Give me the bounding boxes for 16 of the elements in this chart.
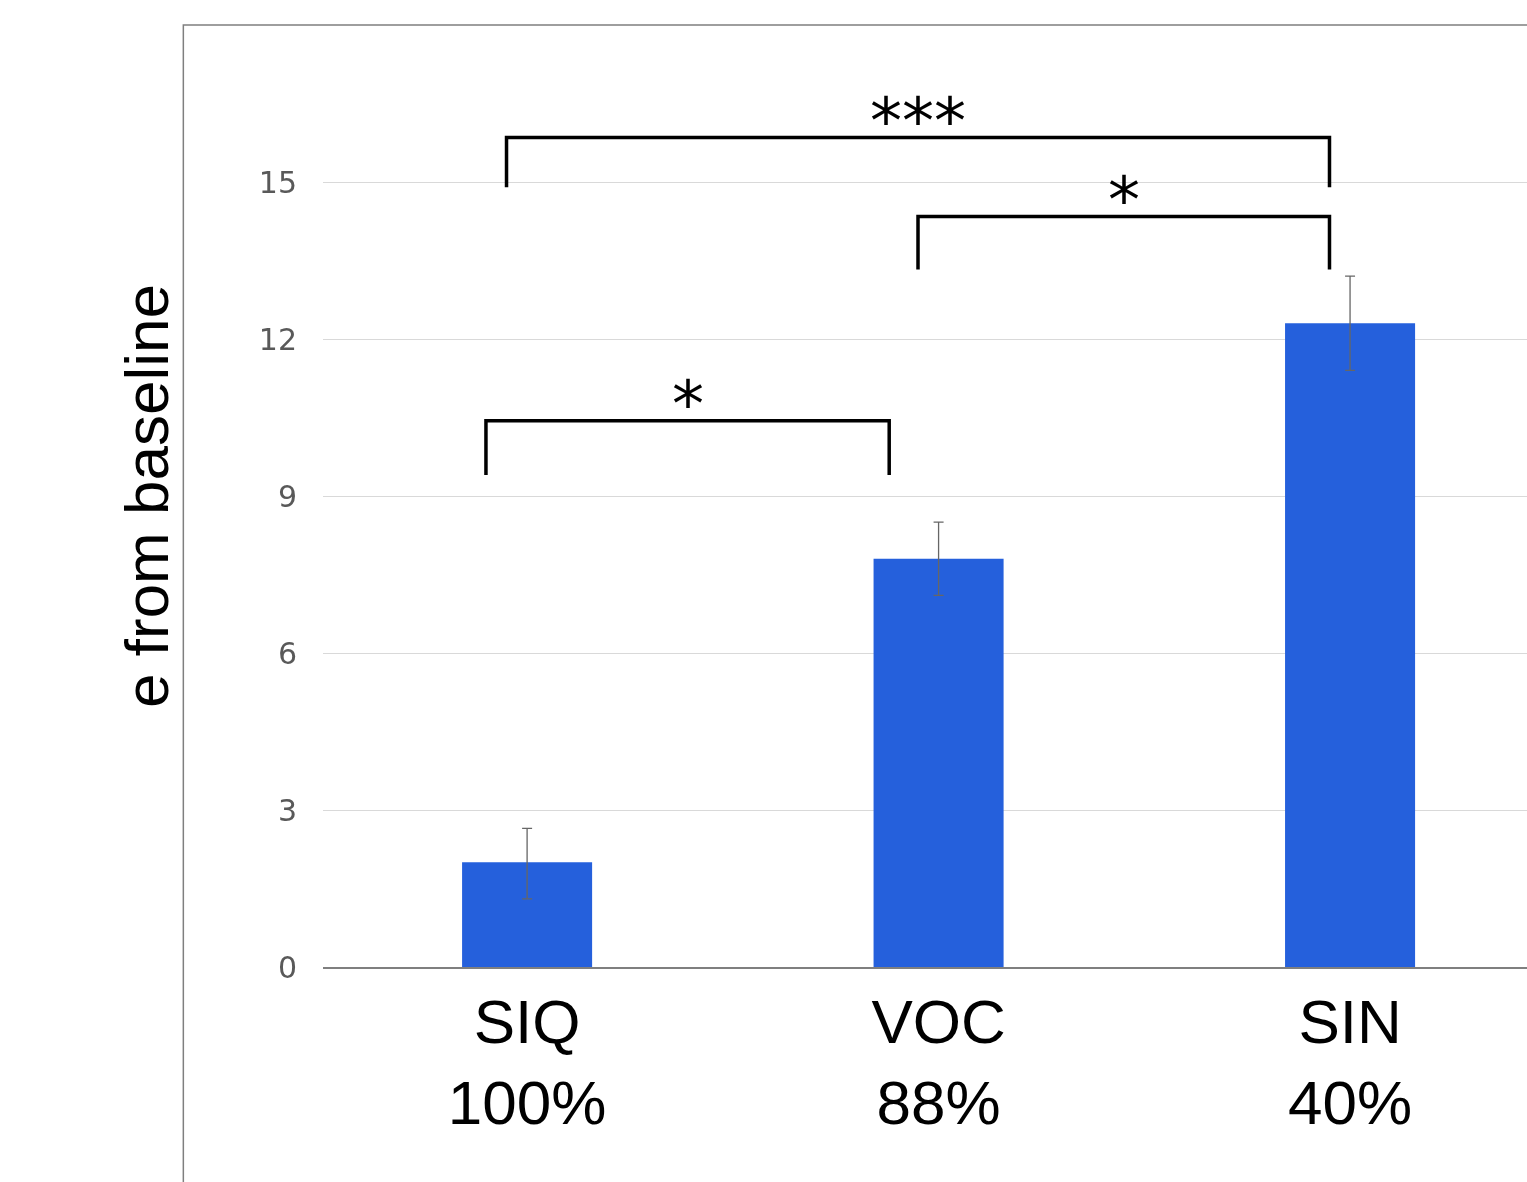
bar <box>873 558 1004 967</box>
y-tick-label: 3 <box>277 792 297 828</box>
annotation: * <box>1108 163 1140 237</box>
annotation: * <box>672 367 704 441</box>
annotation: *** <box>870 84 966 158</box>
y-tick-label: 9 <box>277 478 297 514</box>
y-tick-label: 12 <box>258 321 297 357</box>
y-tick-label: 6 <box>277 635 297 671</box>
y-tick-label: 15 <box>258 164 297 200</box>
x-tick-label: SIQ 100% <box>447 987 607 1137</box>
bar <box>1285 323 1416 967</box>
bar <box>462 862 593 967</box>
y-tick-label: 0 <box>277 949 297 985</box>
x-tick-label: SIN 40% <box>1288 987 1413 1137</box>
y-axis-title: e from baseline <box>111 284 181 708</box>
x-tick-label: VOC 88% <box>871 987 1006 1137</box>
